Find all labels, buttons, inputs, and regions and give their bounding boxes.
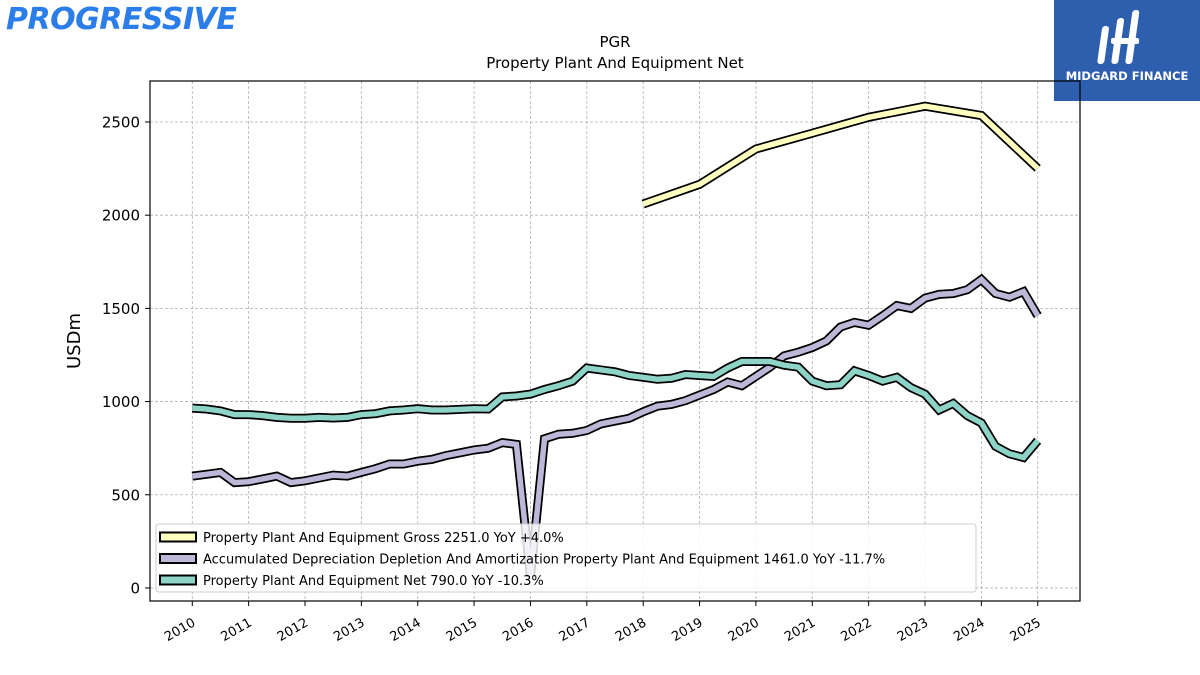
series-line-0 (641, 101, 1041, 209)
legend-box (155, 523, 977, 593)
y-tick-label: 0 (130, 579, 140, 597)
grid (150, 81, 1080, 601)
series-stroke-1 (191, 275, 1041, 578)
y-axis-label: USDm (64, 313, 85, 369)
legend-swatch (159, 553, 197, 564)
y-tick-label: 500 (111, 486, 140, 504)
series-line-1 (191, 273, 1042, 578)
y-tick-label: 2000 (102, 207, 140, 225)
x-tick-label: 2011 (218, 615, 254, 645)
x-tick-label: 2017 (557, 615, 593, 645)
chart-subtitle: Property Plant And Equipment Net (486, 54, 743, 72)
series-stroke-0 (642, 103, 1040, 207)
legend-label: Property Plant And Equipment Gross 2251.… (203, 531, 564, 546)
chart-title: PGR (599, 33, 630, 51)
x-tick-label: 2024 (951, 615, 987, 645)
x-tick-label: 2021 (782, 615, 818, 645)
x-tick-label: 2020 (726, 615, 762, 645)
plot-frame (149, 80, 1081, 602)
legend-label: Accumulated Depreciation Depletion And A… (203, 553, 885, 568)
x-tick-label: 2012 (275, 615, 311, 645)
y-tick-label: 1500 (102, 300, 140, 318)
x-tick-label: 2022 (838, 615, 874, 645)
legend: Property Plant And Equipment Gross 2251.… (155, 523, 977, 593)
series-outline-0 (641, 101, 1041, 209)
midgard-finance-logo: MIDGARD FINANCE (1054, 0, 1200, 101)
series-layer (191, 101, 1042, 578)
x-tick-label: 2010 (162, 615, 198, 645)
x-tick-label: 2018 (613, 615, 649, 645)
x-tick-label: 2013 (331, 615, 367, 645)
y-tick-label: 1000 (102, 393, 140, 411)
legend-label: Property Plant And Equipment Net 790.0 Y… (203, 574, 544, 589)
series-line-2 (192, 357, 1042, 463)
legend-swatch (159, 531, 197, 543)
x-tick-label: 2023 (895, 615, 931, 645)
x-tick-label: 2014 (388, 615, 424, 645)
progressive-logo: PROGRESSIVE (6, 2, 237, 37)
x-tick-label: 2019 (669, 615, 705, 645)
x-tick-label: 2016 (500, 615, 536, 645)
series-stroke-2 (192, 358, 1040, 461)
x-tick-label: 2025 (1008, 615, 1044, 645)
legend-swatch (159, 574, 197, 586)
y-tick-label: 2500 (102, 114, 140, 132)
midgard-finance-text: MIDGARD FINANCE (1065, 69, 1189, 83)
series-outline-2 (192, 357, 1042, 463)
x-tick-label: 2015 (444, 615, 480, 645)
midgard-emblem-icon (1097, 10, 1140, 64)
